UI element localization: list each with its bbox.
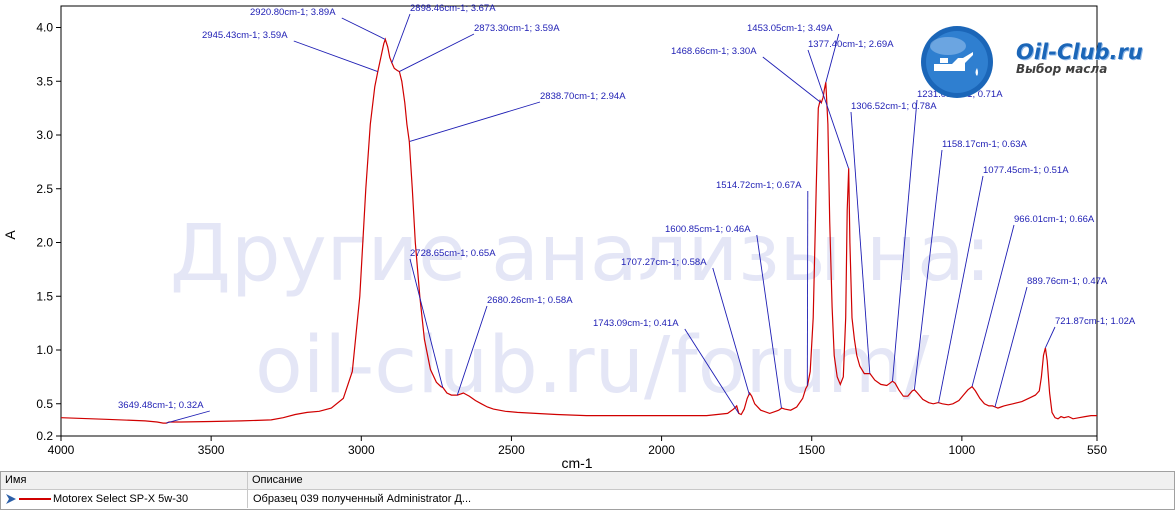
y-tick-label: 1.0 xyxy=(36,343,53,357)
legend-series-description: Образец 039 полученный Administrator Д..… xyxy=(253,490,471,508)
x-axis: 4000 3500 3000 2500 2000 1500 1000 550 xyxy=(48,436,1108,457)
peak-label: 889.76cm-1; 0.47A xyxy=(1027,276,1108,287)
peak-label: 2920.80cm-1; 3.89A xyxy=(250,7,336,18)
peak-leader-line xyxy=(995,287,1027,407)
peak-label: 1077.45cm-1; 0.51A xyxy=(983,165,1069,176)
play-arrow-icon xyxy=(4,492,18,506)
legend-table: Имя Описание Motorex Select SP-X 5w-30 О… xyxy=(0,471,1175,510)
y-tick-label: 0.5 xyxy=(36,397,53,411)
peak-label: 1707.27cm-1; 0.58A xyxy=(621,257,707,268)
legend-series-name: Motorex Select SP-X 5w-30 xyxy=(53,490,188,508)
peak-label: 2680.26cm-1; 0.58A xyxy=(487,295,573,306)
x-tick-label: 1000 xyxy=(949,443,976,457)
y-axis: 0.2 0.5 1.0 1.5 2.0 2.5 3.0 3.5 4.0 xyxy=(36,21,61,444)
y-tick-label: 4.0 xyxy=(36,21,53,35)
watermark-line1: Другие анализы на: xyxy=(170,209,991,299)
series-color-swatch xyxy=(19,498,51,500)
y-tick-label: 2.5 xyxy=(36,182,53,196)
legend-header-description[interactable]: Описание xyxy=(248,472,1174,490)
peak-label: 1743.09cm-1; 0.41A xyxy=(593,318,679,329)
x-tick-label: 3000 xyxy=(348,443,375,457)
peak-label: 1600.85cm-1; 0.46A xyxy=(665,224,751,235)
legend-header-name[interactable]: Имя xyxy=(1,472,248,490)
peak-label: 1468.66cm-1; 3.30A xyxy=(671,46,757,57)
peak-label: 1158.17cm-1; 0.63A xyxy=(942,139,1028,150)
peak-leader-line xyxy=(399,34,474,72)
y-tick-label: 3.5 xyxy=(36,74,53,88)
peak-label: 2945.43cm-1; 3.59A xyxy=(202,30,288,41)
x-tick-label: 2000 xyxy=(648,443,675,457)
y-axis-label: A xyxy=(2,230,18,240)
x-tick-label: 3500 xyxy=(198,443,225,457)
y-tick-label: 1.5 xyxy=(36,289,53,303)
peak-label: 966.01cm-1; 0.66A xyxy=(1014,214,1095,225)
peak-label: 2728.65cm-1; 0.65A xyxy=(410,248,496,259)
spectrum-chart: Другие анализы на: oil-club.ru/forum/ 40… xyxy=(0,0,1175,470)
x-axis-label: cm-1 xyxy=(561,455,592,470)
x-tick-label: 550 xyxy=(1087,443,1107,457)
peak-label: 1306.52cm-1; 0.78A xyxy=(851,101,937,112)
peak-label: 2898.46cm-1; 3.67A xyxy=(410,3,496,14)
logo-subtitle: Выбор масла xyxy=(1016,62,1107,76)
peak-leader-line xyxy=(410,102,540,141)
oil-can-icon xyxy=(921,26,993,98)
y-tick-label: 0.2 xyxy=(36,429,53,443)
peak-label: 3649.48cm-1; 0.32A xyxy=(118,400,204,411)
peak-leader-line xyxy=(1045,327,1055,348)
x-tick-label: 2500 xyxy=(498,443,525,457)
peak-label: 2838.70cm-1; 2.94A xyxy=(540,91,626,102)
y-tick-label: 2.0 xyxy=(36,236,53,250)
peak-label: 1377.40cm-1; 2.69A xyxy=(808,39,894,50)
peak-leader-line xyxy=(342,18,385,39)
x-tick-label: 4000 xyxy=(48,443,75,457)
y-tick-label: 3.0 xyxy=(36,128,53,142)
logo-title: Oil-Club.ru xyxy=(1016,40,1143,64)
peak-label: 1514.72cm-1; 0.67A xyxy=(716,180,802,191)
peak-label: 2873.30cm-1; 3.59A xyxy=(474,23,560,34)
peak-leader-line xyxy=(294,41,378,72)
peak-label: 721.87cm-1; 1.02A xyxy=(1055,316,1136,327)
x-tick-label: 1500 xyxy=(798,443,825,457)
legend-row[interactable]: Motorex Select SP-X 5w-30 Образец 039 по… xyxy=(1,490,1174,508)
peak-label: 1453.05cm-1; 3.49A xyxy=(747,23,833,34)
legend-name-cell[interactable]: Motorex Select SP-X 5w-30 xyxy=(1,490,248,508)
peak-leader-line xyxy=(392,14,410,63)
